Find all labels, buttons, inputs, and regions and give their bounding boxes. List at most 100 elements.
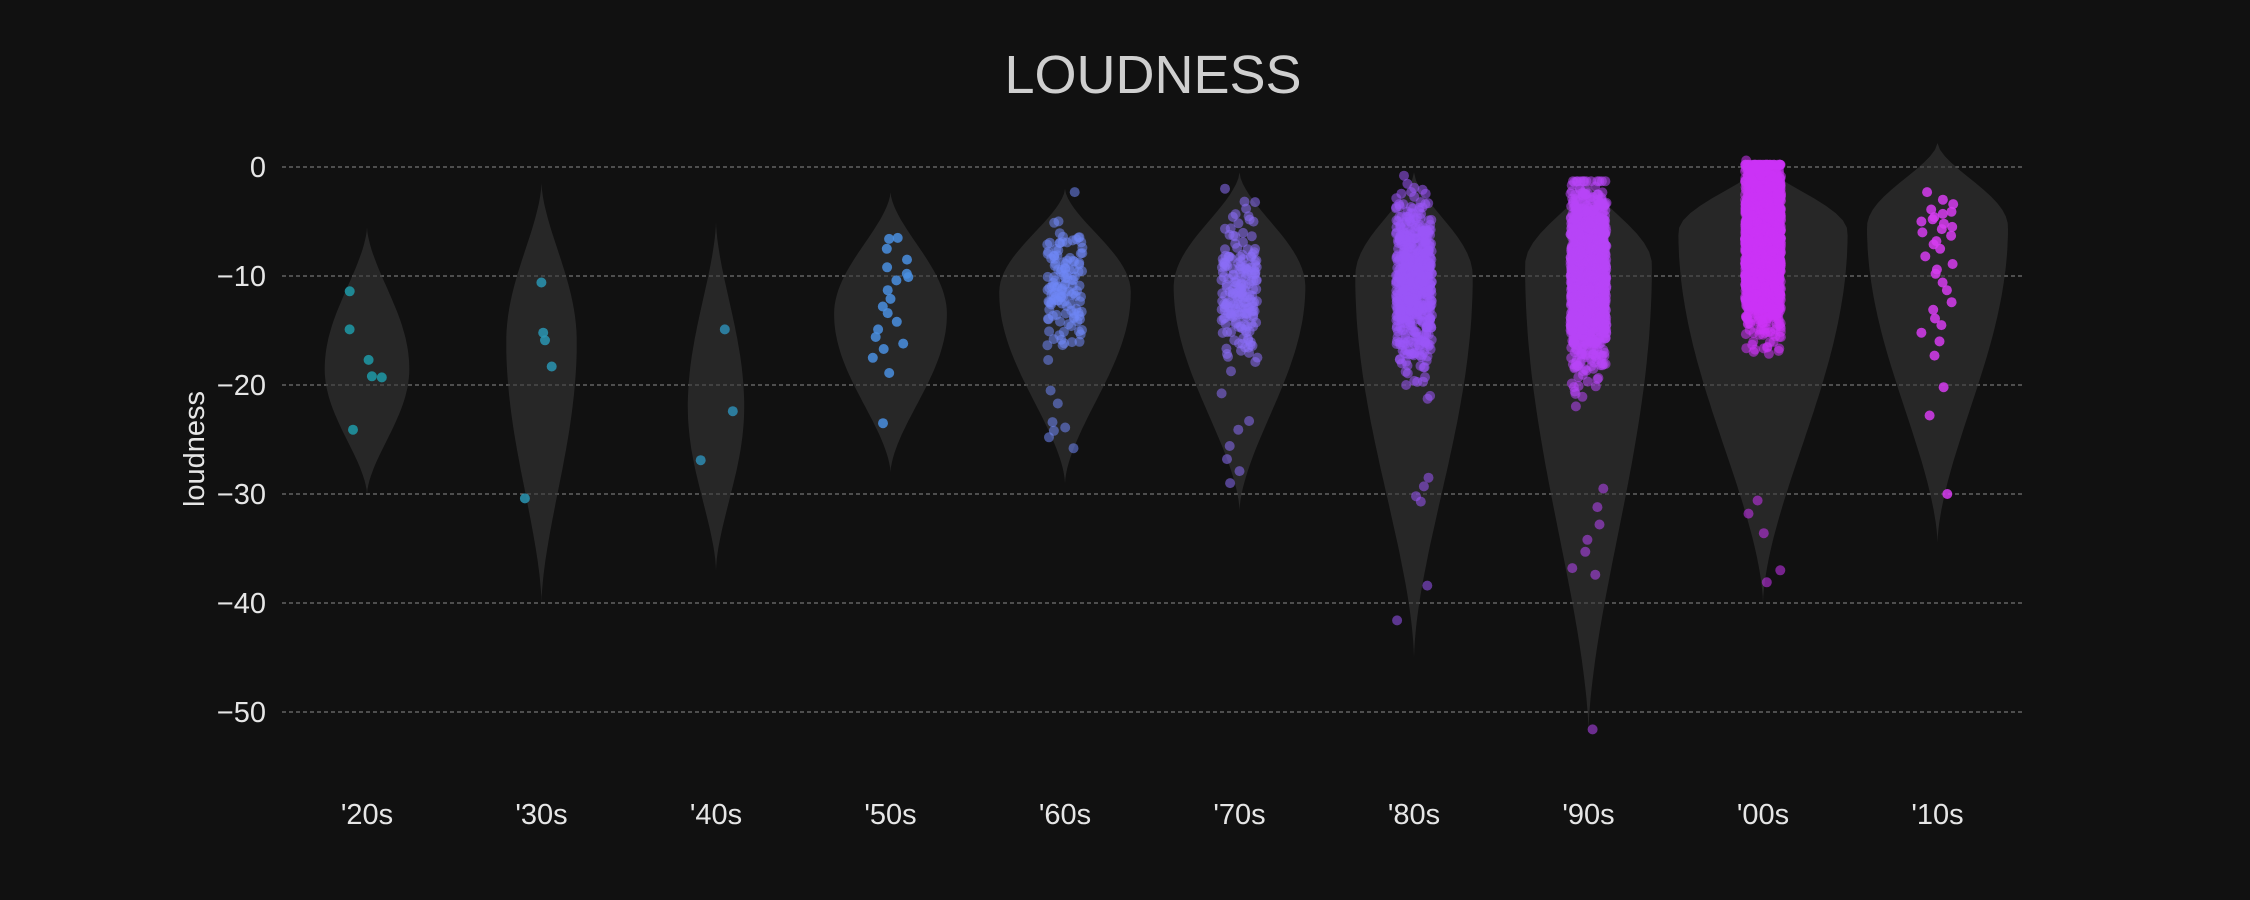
- y-tick-label: −50: [217, 697, 266, 729]
- data-point: [1235, 321, 1246, 332]
- data-point: [1069, 271, 1080, 282]
- data-point: [344, 324, 355, 335]
- data-point: [1423, 245, 1434, 256]
- data-point: [884, 233, 895, 244]
- data-point: [1408, 243, 1419, 254]
- data-point: [1246, 306, 1257, 317]
- data-point: [1225, 306, 1236, 316]
- data-point: [1216, 388, 1227, 399]
- data-point: [1758, 329, 1769, 340]
- data-point: [1424, 296, 1435, 307]
- data-point: [1414, 202, 1425, 213]
- data-point: [1219, 313, 1230, 323]
- data-point: [1062, 273, 1073, 283]
- data-point: [1048, 334, 1059, 345]
- data-point: [1589, 327, 1599, 338]
- data-point: [1397, 339, 1408, 350]
- data-point: [1417, 184, 1428, 195]
- data-point: [1399, 170, 1409, 181]
- data-point: [1762, 342, 1773, 353]
- data-point: [695, 455, 706, 466]
- data-point: [1592, 235, 1603, 246]
- data-point: [1567, 563, 1578, 574]
- data-point: [546, 361, 557, 372]
- data-point: [1229, 335, 1240, 346]
- data-point: [1217, 296, 1228, 307]
- data-point: [1246, 276, 1257, 286]
- data-point: [1222, 454, 1232, 465]
- data-point: [1060, 422, 1071, 433]
- data-point: [1230, 277, 1241, 288]
- data-point: [882, 308, 893, 319]
- data-point: [1415, 496, 1426, 507]
- data-point: [1589, 357, 1600, 368]
- data-point: [1398, 284, 1409, 295]
- data-point: [1233, 424, 1244, 435]
- data-point: [1044, 304, 1055, 315]
- data-point: [1417, 309, 1427, 320]
- data-point: [1582, 269, 1593, 280]
- data-point: [1047, 417, 1058, 428]
- data-point: [1582, 534, 1593, 545]
- data-point: [1054, 238, 1065, 248]
- data-point: [1068, 313, 1079, 324]
- data-point: [1250, 197, 1261, 208]
- data-point: [1425, 230, 1436, 240]
- data-point: [1566, 255, 1577, 266]
- data-point: [1595, 212, 1606, 223]
- data-point: [1396, 304, 1407, 315]
- data-point: [1593, 196, 1604, 207]
- data-point: [1044, 282, 1055, 293]
- data-point: [1582, 233, 1593, 244]
- data-point: [1225, 478, 1236, 489]
- data-point: [902, 254, 912, 265]
- data-point: [1419, 362, 1430, 373]
- data-point: [1582, 376, 1593, 387]
- data-point: [1578, 176, 1588, 187]
- data-point: [727, 406, 738, 417]
- data-point: [1232, 242, 1243, 253]
- data-point: [1598, 483, 1609, 494]
- data-point: [1246, 231, 1257, 242]
- data-point: [1400, 315, 1411, 326]
- data-point: [882, 262, 893, 273]
- data-point: [891, 275, 902, 286]
- data-point: [1423, 198, 1434, 209]
- data-point: [1580, 546, 1591, 557]
- data-point: [1406, 276, 1417, 287]
- data-point: [1217, 288, 1228, 299]
- data-point: [1062, 301, 1072, 312]
- data-point: [348, 424, 358, 435]
- data-point: [1065, 252, 1075, 263]
- data-point: [1425, 284, 1436, 295]
- y-axis-label: loudness: [179, 391, 211, 507]
- data-point: [1425, 261, 1435, 272]
- data-point: [1744, 305, 1755, 316]
- data-point: [1594, 280, 1605, 291]
- data-point: [1223, 251, 1234, 262]
- data-point: [1247, 249, 1258, 259]
- data-point: [1220, 244, 1230, 255]
- violin-2: [687, 221, 745, 571]
- data-point: [1069, 187, 1080, 198]
- data-point: [1391, 215, 1402, 226]
- data-point: [898, 338, 909, 349]
- data-point: [1248, 216, 1259, 227]
- data-point: [1578, 349, 1589, 360]
- data-point: [885, 293, 896, 304]
- data-point: [882, 285, 893, 296]
- data-point: [1244, 416, 1255, 426]
- y-tick-label: 0: [250, 152, 266, 184]
- violin-1: [506, 183, 577, 604]
- data-point: [1425, 390, 1436, 401]
- data-point: [1572, 360, 1583, 371]
- data-point: [1400, 251, 1411, 262]
- data-point: [538, 327, 549, 338]
- data-point: [1395, 231, 1406, 242]
- data-point: [1592, 502, 1603, 513]
- data-point: [1418, 481, 1429, 492]
- data-point: [1589, 317, 1600, 328]
- data-point: [1577, 324, 1588, 335]
- data-point: [1422, 351, 1433, 362]
- data-point: [1245, 337, 1256, 348]
